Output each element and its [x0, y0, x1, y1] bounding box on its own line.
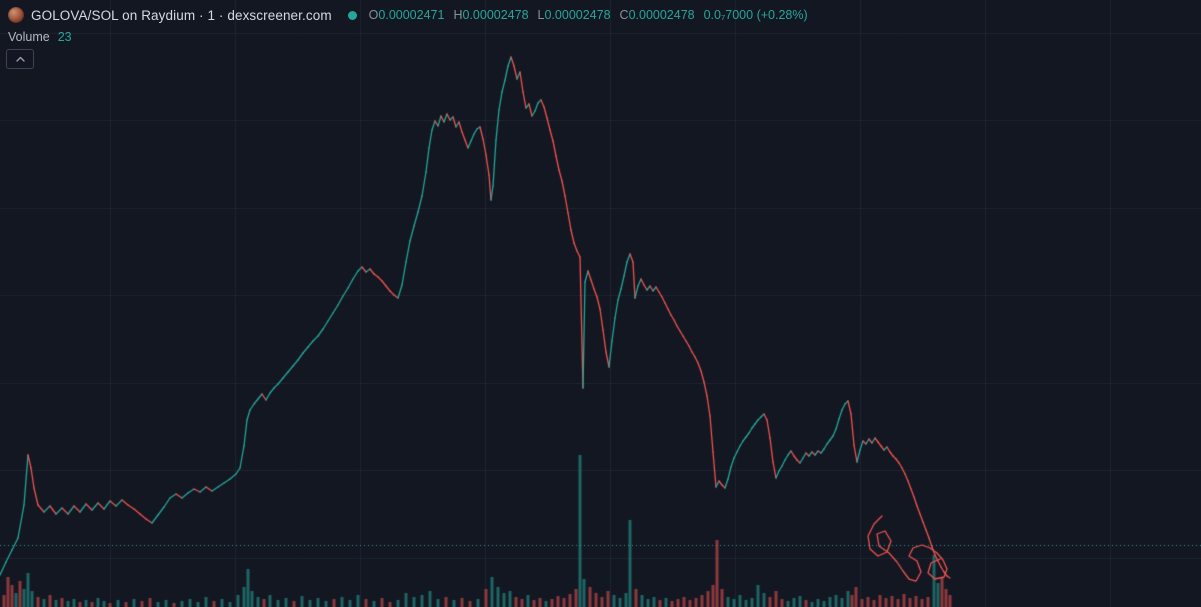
collapse-legend-button[interactable]	[6, 49, 34, 69]
chevron-up-icon	[15, 56, 25, 62]
chart-legend-title[interactable]: GOLOVA/SOL on Raydium · 1 · dexscreener.…	[31, 7, 332, 23]
volume-indicator-label[interactable]: Volume	[8, 30, 50, 44]
